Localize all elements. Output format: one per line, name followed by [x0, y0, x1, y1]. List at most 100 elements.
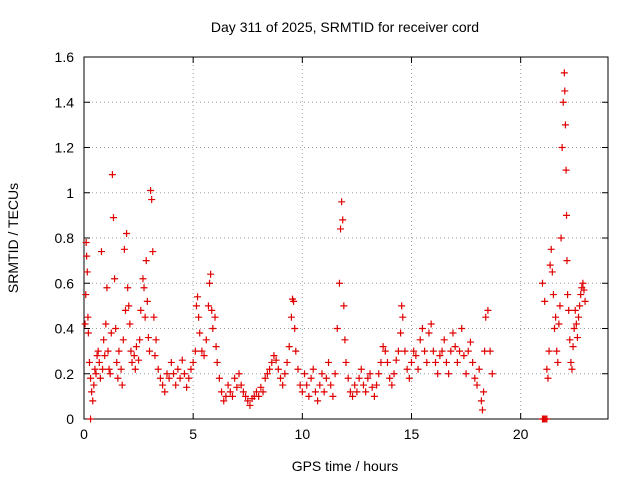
y-tick-label: 0.6: [55, 275, 75, 291]
data-point: [272, 356, 280, 364]
data-point: [185, 374, 193, 382]
y-tick-label: 1.6: [55, 49, 75, 65]
data-point: [109, 214, 117, 222]
data-point: [573, 334, 581, 342]
data-point: [151, 352, 159, 360]
data-point: [84, 329, 92, 337]
data-point: [91, 365, 99, 373]
data-point: [414, 365, 422, 373]
data-point: [139, 275, 147, 283]
data-point: [349, 392, 357, 400]
data-point: [228, 392, 236, 400]
data-point: [339, 216, 347, 224]
data-point: [252, 388, 260, 396]
data-point: [362, 388, 370, 396]
data-point: [357, 365, 365, 373]
data-point: [257, 383, 265, 391]
data-point: [127, 347, 135, 355]
y-tick-label: 1.4: [55, 94, 75, 110]
data-point: [87, 415, 95, 423]
data-point: [471, 374, 479, 382]
data-point: [370, 392, 378, 400]
data-point: [89, 397, 97, 405]
data-point: [577, 291, 585, 299]
data-point: [137, 306, 145, 314]
data-point: [576, 302, 584, 310]
data-point: [196, 329, 204, 337]
data-point: [432, 358, 440, 366]
data-point: [119, 336, 127, 344]
data-point: [263, 370, 271, 378]
data-point: [359, 381, 367, 389]
data-point: [539, 279, 546, 287]
data-point: [189, 358, 197, 366]
data-point: [85, 358, 93, 366]
data-point: [235, 370, 243, 378]
data-point: [466, 338, 474, 346]
data-point: [291, 325, 299, 332]
data-point: [399, 313, 407, 321]
data-point: [562, 166, 570, 174]
data-point: [163, 370, 171, 378]
tick-layer: 0 0.2 0.4 0.6 0.8 1 1.2 1.4 1.6 0 5 10 15 20: [55, 49, 608, 442]
data-point: [268, 358, 276, 366]
data-point: [118, 381, 126, 389]
data-point: [233, 383, 241, 391]
data-point: [410, 347, 418, 355]
data-point: [208, 306, 216, 314]
data-point: [486, 347, 494, 355]
data-point: [351, 381, 359, 389]
data-point: [195, 313, 203, 321]
data-point: [82, 239, 90, 247]
data-point: [105, 365, 113, 373]
data-point: [368, 383, 376, 391]
data-point: [125, 302, 133, 310]
data-point: [318, 370, 326, 378]
data-point: [176, 374, 184, 382]
data-point: [320, 388, 328, 396]
data-point: [220, 397, 228, 405]
data-point: [296, 381, 304, 389]
data-point: [353, 388, 361, 396]
data-point: [130, 352, 138, 360]
data-point: [104, 347, 112, 355]
data-point: [565, 306, 573, 314]
data-point: [112, 325, 120, 332]
data-point: [111, 275, 119, 283]
data-point: [469, 358, 477, 366]
data-point: [213, 358, 221, 366]
data-point: [541, 297, 549, 305]
data-point: [475, 365, 483, 373]
data-point: [386, 374, 394, 382]
data-point: [547, 245, 555, 253]
chart-title: Day 311 of 2025, SRMTID for receiver cor…: [211, 19, 479, 35]
data-point: [478, 406, 486, 414]
data-point: [379, 343, 387, 351]
data-point: [558, 144, 566, 151]
data-point: [462, 370, 470, 378]
data-point: [167, 358, 175, 366]
data-point: [191, 347, 199, 355]
data-point: [337, 225, 345, 233]
data-point: [178, 356, 186, 364]
data-point: [114, 374, 122, 382]
data-point: [298, 388, 306, 396]
data-point: [198, 347, 206, 355]
y-tick-label: 1: [66, 185, 74, 201]
data-point: [447, 347, 455, 355]
data-point: [97, 248, 105, 256]
data-point: [556, 302, 564, 310]
data-point: [559, 98, 567, 106]
data-point: [131, 365, 139, 373]
data-point: [311, 388, 319, 396]
data-point: [211, 313, 219, 321]
data-point: [567, 358, 575, 366]
data-point: [575, 313, 583, 321]
data-point: [418, 325, 426, 332]
data-point: [316, 381, 324, 389]
data-point: [473, 381, 481, 389]
data-point: [149, 248, 157, 256]
data-point: [355, 374, 363, 382]
data-point: [183, 383, 191, 391]
data-point: [100, 336, 108, 344]
